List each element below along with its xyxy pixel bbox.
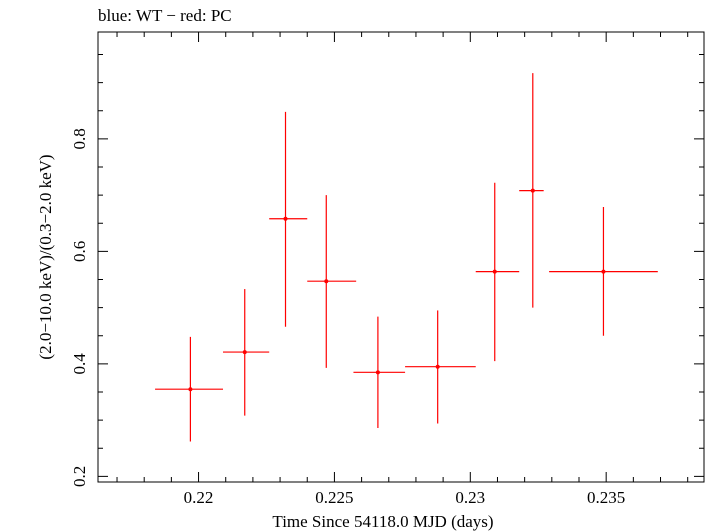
y-tick-label: 0.8 (70, 128, 89, 149)
y-tick-label: 0.4 (70, 353, 89, 375)
y-axis-label: (2.0−10.0 keV)/(0.3−2.0 keV) (36, 154, 55, 359)
point-marker (375, 370, 380, 375)
x-tick-label: 0.235 (587, 488, 625, 507)
point-marker (283, 216, 288, 221)
data-point (519, 73, 544, 308)
x-axis-label: Time Since 54118.0 MJD (days) (272, 512, 493, 531)
data-point (353, 316, 406, 428)
data-point (475, 182, 520, 362)
data-point (405, 310, 476, 424)
x-tick-label: 0.22 (184, 488, 214, 507)
point-marker (492, 269, 497, 274)
x-tick-label: 0.225 (315, 488, 353, 507)
data-point (223, 289, 270, 416)
point-marker (324, 279, 329, 284)
y-axis: 0.2 0.4 0.6 0.8 (70, 54, 704, 487)
data-points (155, 73, 658, 442)
x-tick-label: 0.23 (455, 488, 485, 507)
point-marker (435, 364, 440, 369)
y-tick-label: 0.6 (70, 241, 89, 262)
chart-title: blue: WT − red: PC (98, 6, 232, 25)
data-point (155, 336, 224, 442)
plot-frame (97, 31, 705, 483)
data-point (549, 206, 658, 336)
point-marker (601, 269, 606, 274)
y-tick-label: 0.2 (70, 466, 89, 487)
x-axis: 0.22 0.225 0.23 0.235 (116, 32, 689, 507)
point-marker (530, 188, 535, 193)
data-point (307, 195, 357, 368)
point-marker (188, 387, 193, 392)
data-point (269, 111, 308, 327)
point-marker (242, 350, 247, 355)
